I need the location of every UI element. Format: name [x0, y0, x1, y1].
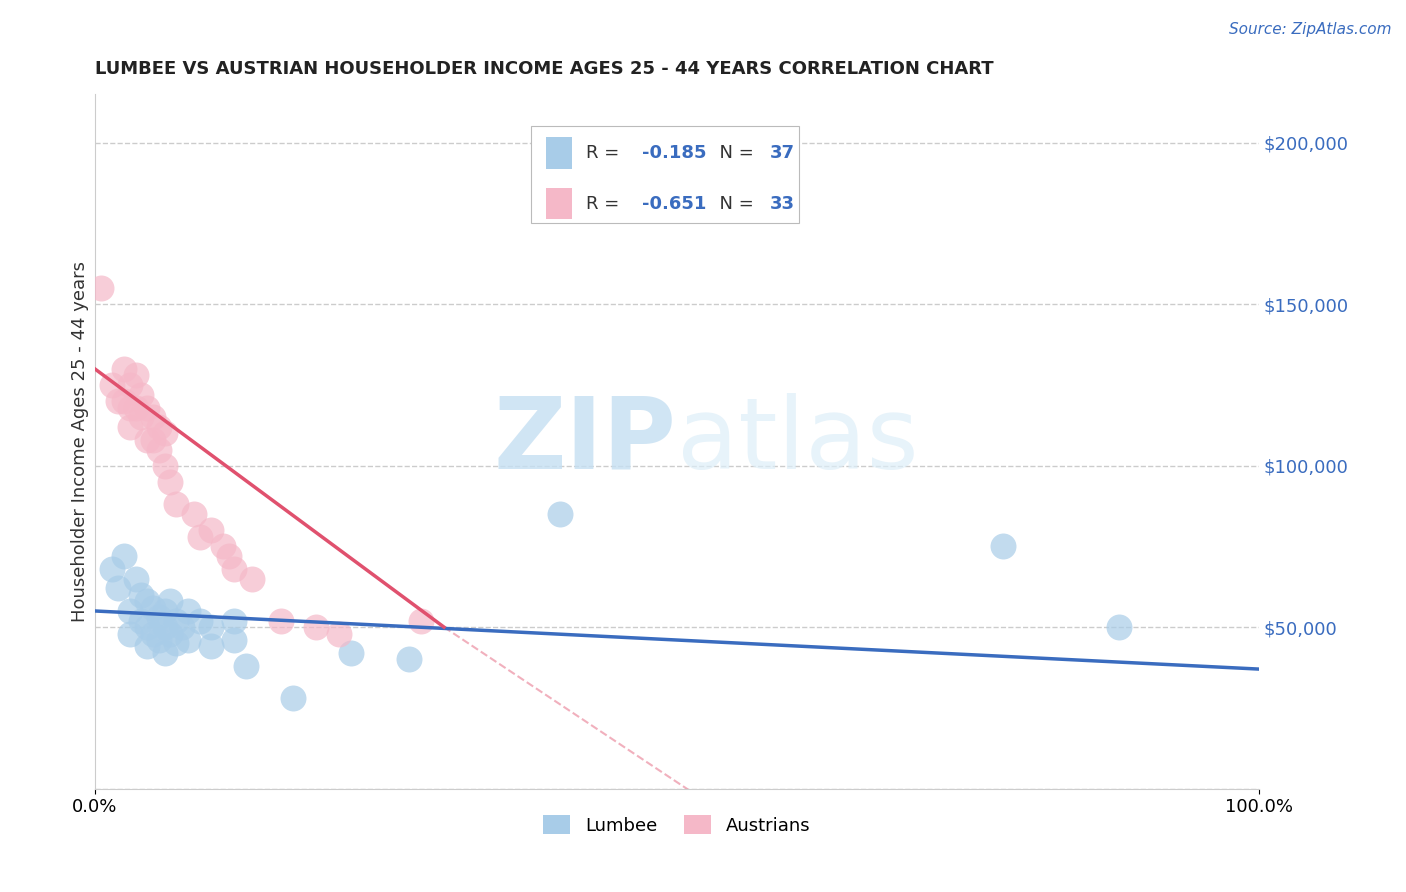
- Point: [124, 572, 146, 586]
- Text: -0.651: -0.651: [643, 195, 706, 213]
- Point: [90, 281, 112, 295]
- Point: [188, 530, 211, 544]
- Point: [550, 507, 572, 521]
- Text: N =: N =: [709, 145, 759, 162]
- Point: [177, 604, 200, 618]
- Point: [1108, 620, 1130, 634]
- Point: [200, 523, 222, 537]
- Point: [107, 582, 129, 596]
- Point: [148, 633, 170, 648]
- Text: 37: 37: [770, 145, 794, 162]
- Point: [148, 442, 170, 457]
- Point: [131, 614, 153, 628]
- Point: [159, 475, 181, 489]
- Point: [165, 498, 187, 512]
- Point: [131, 588, 153, 602]
- Point: [409, 614, 432, 628]
- Point: [148, 610, 170, 624]
- Point: [118, 420, 141, 434]
- Point: [305, 620, 328, 634]
- FancyBboxPatch shape: [531, 126, 799, 223]
- Point: [172, 620, 194, 634]
- Point: [328, 626, 350, 640]
- Point: [153, 646, 176, 660]
- Point: [240, 572, 263, 586]
- Point: [159, 594, 181, 608]
- Point: [112, 394, 135, 409]
- Point: [118, 626, 141, 640]
- Point: [224, 633, 246, 648]
- Point: [124, 401, 146, 415]
- Point: [101, 378, 124, 392]
- Point: [136, 640, 159, 654]
- Point: [153, 458, 176, 473]
- Legend: Lumbee, Austrians: Lumbee, Austrians: [536, 808, 817, 842]
- Point: [188, 614, 211, 628]
- Point: [136, 433, 159, 447]
- Point: [142, 600, 165, 615]
- Bar: [547, 137, 572, 169]
- Text: R =: R =: [586, 145, 626, 162]
- Point: [101, 562, 124, 576]
- Point: [153, 620, 176, 634]
- Text: ZIP: ZIP: [494, 393, 676, 490]
- Point: [218, 549, 240, 563]
- Point: [398, 652, 420, 666]
- Point: [200, 620, 222, 634]
- Point: [165, 636, 187, 650]
- Y-axis label: Householder Income Ages 25 - 44 years: Householder Income Ages 25 - 44 years: [72, 261, 89, 622]
- Point: [159, 626, 181, 640]
- Point: [177, 633, 200, 648]
- Text: R =: R =: [586, 195, 626, 213]
- Point: [142, 433, 165, 447]
- Text: 33: 33: [770, 195, 794, 213]
- Point: [142, 410, 165, 425]
- Point: [118, 401, 141, 415]
- Text: atlas: atlas: [676, 393, 918, 490]
- Point: [340, 646, 363, 660]
- Point: [165, 614, 187, 628]
- Point: [211, 540, 233, 554]
- Bar: [547, 188, 572, 219]
- Point: [200, 640, 222, 654]
- Point: [148, 420, 170, 434]
- Point: [124, 368, 146, 383]
- Point: [224, 614, 246, 628]
- Point: [281, 691, 304, 706]
- Point: [183, 507, 205, 521]
- Point: [107, 394, 129, 409]
- Point: [270, 614, 292, 628]
- Point: [136, 594, 159, 608]
- Point: [118, 378, 141, 392]
- Point: [136, 620, 159, 634]
- Point: [136, 401, 159, 415]
- Point: [112, 362, 135, 376]
- Text: -0.185: -0.185: [643, 145, 706, 162]
- Point: [153, 604, 176, 618]
- Point: [991, 540, 1014, 554]
- Point: [142, 626, 165, 640]
- Point: [235, 658, 257, 673]
- Point: [112, 549, 135, 563]
- Point: [131, 410, 153, 425]
- Text: Source: ZipAtlas.com: Source: ZipAtlas.com: [1229, 22, 1392, 37]
- Text: LUMBEE VS AUSTRIAN HOUSEHOLDER INCOME AGES 25 - 44 YEARS CORRELATION CHART: LUMBEE VS AUSTRIAN HOUSEHOLDER INCOME AG…: [94, 60, 994, 78]
- Point: [224, 562, 246, 576]
- Text: N =: N =: [709, 195, 759, 213]
- Point: [118, 604, 141, 618]
- Point: [153, 426, 176, 441]
- Point: [131, 387, 153, 401]
